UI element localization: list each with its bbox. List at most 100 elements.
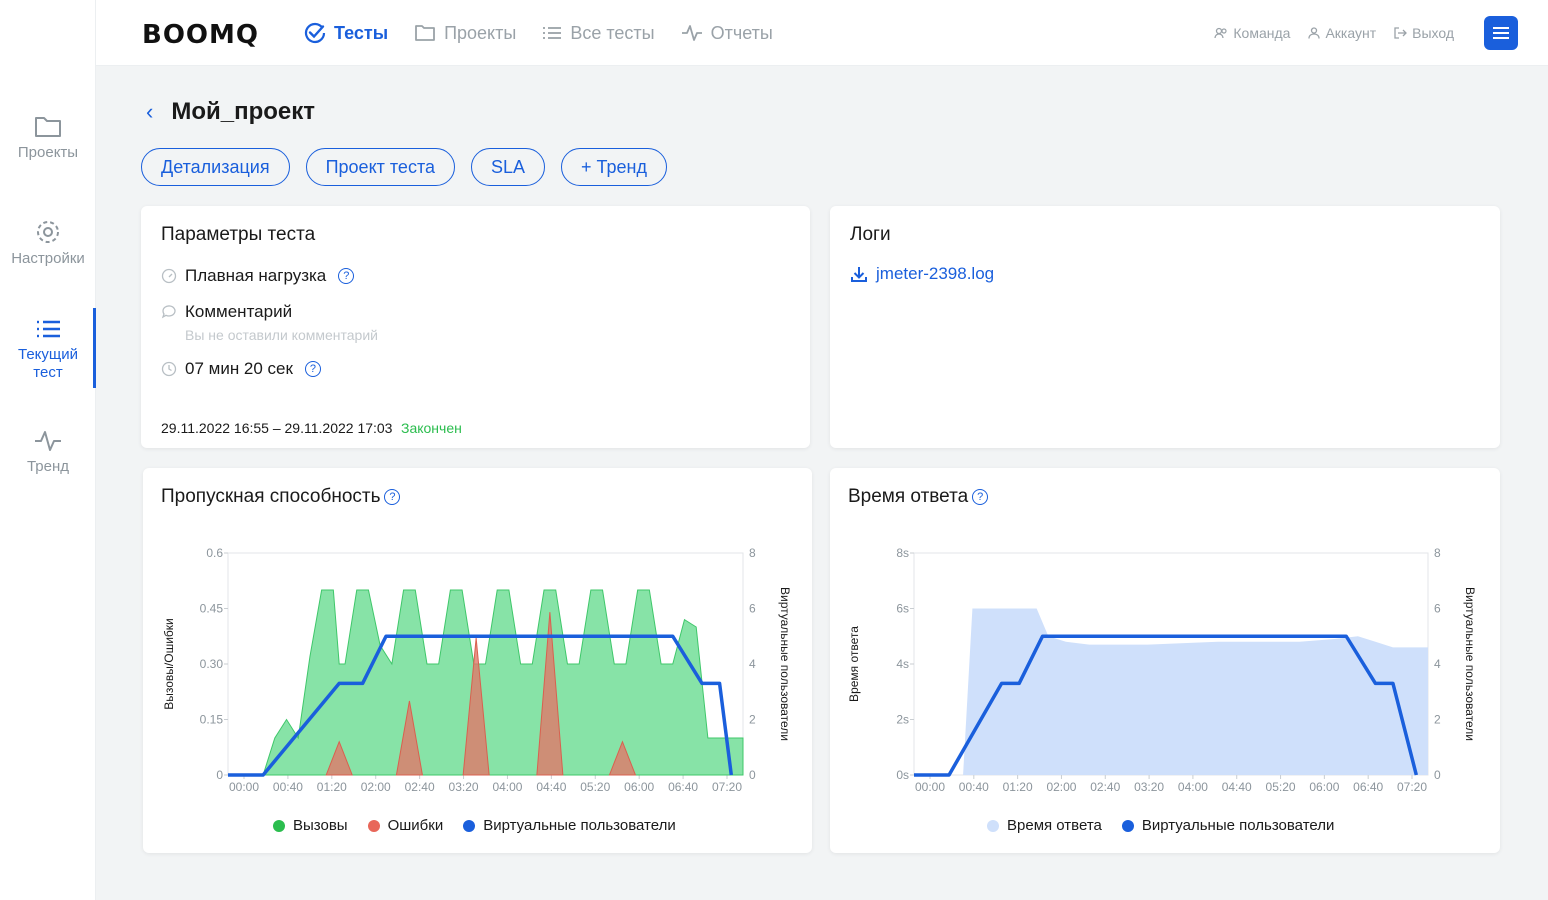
comment-label[interactable]: Комментарий [185, 302, 293, 321]
tab-details[interactable]: Детализация [141, 148, 290, 186]
legend-label: Виртуальные пользователи [1141, 817, 1335, 834]
menu-button[interactable] [1484, 16, 1518, 50]
y2-tick-label: 8 [1434, 546, 1441, 560]
legend-label: Время ответа [1007, 817, 1102, 834]
legend-vusers[interactable]: Виртуальные пользователи [463, 817, 676, 834]
error-peak [325, 740, 353, 776]
x-tick-label: 02:40 [1090, 780, 1120, 794]
logs-card: Логи jmeter-2398.log [830, 206, 1500, 448]
nav-projects[interactable]: Проекты [414, 22, 516, 44]
team-link[interactable]: Команда [1214, 25, 1290, 41]
params-title: Параметры теста [161, 224, 316, 245]
comment-placeholder[interactable]: Вы не оставили комментарий [185, 327, 378, 343]
help-icon[interactable]: ? [304, 361, 321, 377]
sidebar-item-trend[interactable]: Тренд [0, 428, 96, 475]
legend-dot [367, 819, 380, 832]
help-icon[interactable]: ? [384, 488, 401, 505]
error-peak [395, 700, 424, 776]
logs-title: Логи [850, 224, 891, 245]
y-tick-label: 0.15 [200, 713, 224, 727]
nav-reports-label: Отчеты [710, 22, 773, 43]
log-file-link[interactable]: jmeter-2398.log [850, 264, 994, 284]
sidebar-item-settings[interactable]: Настройки [0, 218, 96, 267]
help-icon[interactable]: ? [338, 268, 355, 284]
response-title-row: Время ответа? [848, 486, 989, 508]
logo[interactable]: BOOMQ [142, 20, 259, 50]
error-peak [462, 638, 490, 776]
y-tick-label: 2s [896, 713, 909, 727]
logout-label: Выход [1412, 25, 1454, 41]
x-tick-label: 07:20 [1397, 780, 1427, 794]
nav-projects-label: Проекты [444, 22, 517, 43]
top-bar: BOOMQ Тесты Проекты Все тесты Отчеты Ком… [96, 0, 1548, 66]
vusers-line [228, 634, 734, 777]
x-tick-label: 06:40 [668, 780, 698, 794]
x-tick-label: 00:00 [915, 780, 945, 794]
response-area [914, 608, 1428, 775]
y2-tick-label: 6 [1434, 602, 1441, 616]
legend-errors[interactable]: Ошибки [367, 817, 444, 834]
sidebar-item-current-test[interactable]: Текущий тест [0, 316, 96, 382]
legend-calls[interactable]: Вызовы [273, 817, 348, 834]
y2-axis-title: Виртуальные пользователи [1463, 587, 1477, 741]
logout-link[interactable]: Выход [1394, 25, 1454, 41]
throughput-chart: 0 0.15 0.30 0.45 0.6 0 2 4 6 8 00:00 00:40 01:20 02:0… [162, 546, 792, 794]
x-tick-label: 00:40 [273, 780, 303, 794]
y2-tick-label: 2 [1434, 713, 1441, 727]
vusers-line [914, 634, 1419, 777]
x-tick-label: 07:20 [712, 780, 742, 794]
x-tick-label: 04:40 [1222, 780, 1252, 794]
y-tick-label: 0.6 [206, 546, 223, 560]
tab-sla[interactable]: SLA [471, 148, 546, 186]
account-label: Аккаунт [1325, 25, 1377, 41]
nav-all-tests[interactable]: Все тесты [542, 22, 655, 44]
y2-tick-label: 4 [1434, 657, 1441, 671]
page-tabs: Детализация Проект теста SLA + Тренд [141, 148, 667, 186]
throughput-legend: Вызовы Ошибки Виртуальные пользователи [273, 817, 676, 834]
nav-tests-label: Тесты [334, 22, 389, 43]
legend-dot [273, 819, 285, 832]
tab-test-project[interactable]: Проект теста [305, 148, 455, 186]
legend-dot [1121, 819, 1134, 832]
legend-label: Ошибки [387, 817, 444, 834]
log-file-name: jmeter-2398.log [876, 264, 995, 283]
y2-tick-label: 2 [749, 713, 756, 727]
x-tick-label: 04:00 [1178, 780, 1208, 794]
nav-reports[interactable]: Отчеты [681, 22, 773, 44]
calls-area [228, 589, 744, 776]
account-links: Команда Аккаунт Выход [1214, 25, 1454, 41]
main-nav: Тесты Проекты Все тесты Отчеты [304, 22, 773, 44]
response-time-card: Время ответа? 0s 2s 4s 6s 8s 0 2 4 6 8 00:00 00:40 0… [830, 468, 1500, 853]
x-tick-label: 00:00 [229, 780, 259, 794]
sidebar-item-label: Тренд [26, 458, 70, 475]
folder-icon [35, 117, 61, 137]
x-tick-label: 01:20 [1003, 780, 1033, 794]
y-tick-label: 0s [896, 768, 909, 782]
load-type-value: Плавная нагрузка [185, 266, 327, 285]
test-params-card: Параметры теста Плавная нагрузка ? Комме… [141, 206, 810, 448]
hamburger-icon [1493, 27, 1509, 39]
error-peak [608, 740, 637, 776]
account-link[interactable]: Аккаунт [1308, 25, 1376, 41]
clock-icon [161, 361, 177, 377]
y2-tick-label: 0 [1434, 768, 1441, 782]
response-legend: Время ответа Виртуальные пользователи [987, 817, 1334, 834]
response-title: Время ответа [848, 486, 969, 507]
comment-icon [161, 305, 176, 319]
legend-response[interactable]: Время ответа [987, 817, 1102, 834]
y2-tick-label: 8 [749, 546, 756, 560]
y-tick-label: 6s [896, 602, 909, 616]
x-tick-label: 02:00 [361, 780, 391, 794]
back-button[interactable]: ‹ [146, 99, 154, 124]
help-icon[interactable]: ? [972, 488, 989, 505]
sidebar-item-label: Проекты [17, 144, 79, 161]
x-tick-label: 00:40 [959, 780, 989, 794]
x-tick-label: 04:40 [536, 780, 566, 794]
team-label: Команда [1233, 25, 1291, 41]
legend-label: Виртуальные пользователи [483, 817, 676, 834]
tab-add-trend[interactable]: + Тренд [561, 148, 667, 186]
y-tick-label: 8s [896, 546, 909, 560]
nav-tests[interactable]: Тесты [304, 22, 388, 44]
sidebar-item-projects[interactable]: Проекты [0, 114, 96, 161]
legend-vusers[interactable]: Виртуальные пользователи [1121, 817, 1335, 834]
